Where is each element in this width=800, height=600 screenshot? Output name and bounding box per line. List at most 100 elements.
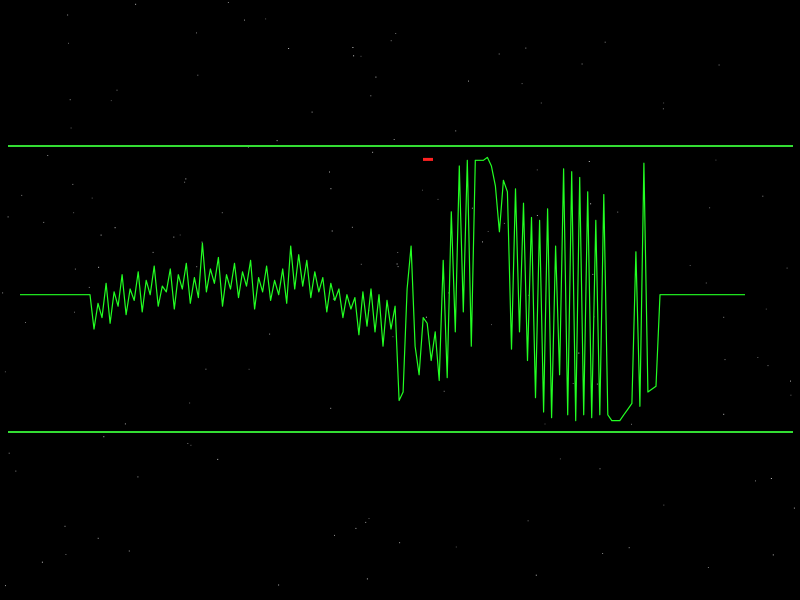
star-dot [762,195,764,197]
star-dot [265,18,267,20]
star-dot [331,230,333,232]
star-dot [707,567,709,568]
star-dot [351,226,353,228]
star-dot [227,2,229,3]
star-dot [723,316,725,318]
star-dot [772,554,774,556]
star-dot [185,178,187,180]
star-dot [536,169,538,171]
star-field [2,2,795,587]
star-dot [311,111,313,113]
star-dot [355,527,357,529]
star-dot [437,198,439,200]
star-dot [755,480,756,482]
star-dot [201,241,203,243]
star-dot [596,383,598,385]
star-dot [709,207,711,209]
star-dot [353,55,355,57]
star-dot [288,48,290,49]
star-dot [74,311,75,313]
star-dot [360,263,362,265]
star-dot [69,99,71,101]
star-dot [5,585,6,587]
star-dot [535,574,537,576]
star-dot [332,298,334,300]
star-dot [247,146,249,148]
star-dot [536,215,538,216]
star-dot [197,74,199,76]
star-dot [196,266,198,268]
star-dot [41,561,43,563]
star-dot [352,47,354,48]
star-dot [15,470,17,472]
star-dot [578,352,580,354]
star-dot [173,236,175,238]
star-dot [196,32,197,34]
star-dot [662,108,664,110]
star-dot [68,42,69,44]
star-dot [765,308,767,310]
star-dot [572,383,574,384]
star-dot [425,316,427,318]
star-dot [581,63,583,65]
star-dot [329,171,330,173]
star-dot [715,159,717,161]
star-dot [116,89,118,91]
star-dot [663,102,665,104]
star-dot [100,234,102,236]
star-dot [793,507,795,509]
star-dot [491,324,492,326]
star-dot [70,127,72,129]
star-dot [631,423,632,425]
star-dot [187,443,189,444]
star-dot [790,380,791,382]
star-dot [663,504,665,506]
star-dot [503,222,505,224]
star-dot [397,252,399,253]
star-dot [455,130,457,132]
star-dot [790,394,792,396]
star-dot [482,241,483,243]
star-dot [276,140,278,142]
star-dot [588,161,590,162]
star-dot [366,578,368,580]
star-dot [395,33,397,34]
star-dot [221,212,223,214]
star-dot [786,267,788,269]
star-dot [604,41,606,43]
star-dot [43,221,45,223]
star-dot [179,234,181,236]
star-dot [448,292,450,294]
star-dot [190,444,192,446]
star-dot [370,95,372,97]
star-dot [110,100,112,102]
star-dot [399,542,401,544]
star-dot [205,368,207,370]
star-dot [617,211,619,213]
star-dot [103,436,105,438]
star-dot [74,268,76,270]
star-dot [599,468,601,470]
star-dot [592,273,594,275]
star-dot [47,155,49,156]
star-dot [65,554,67,555]
star-dot [269,333,271,335]
star-dot [498,53,500,55]
star-dot [443,390,445,392]
star-dot [397,266,399,268]
star-dot [184,181,186,183]
star-dot [114,227,116,229]
star-dot [528,294,530,296]
star-dot [21,194,23,196]
star-dot [8,452,10,454]
star-dot [91,197,93,199]
star-dot [4,371,6,373]
star-dot [124,423,126,425]
star-dot [767,365,769,367]
star-dot [67,14,69,16]
star-dot [97,537,99,539]
star-dot [757,357,759,358]
star-dot [248,368,250,370]
star-dot [334,534,335,536]
star-dot [390,40,392,42]
